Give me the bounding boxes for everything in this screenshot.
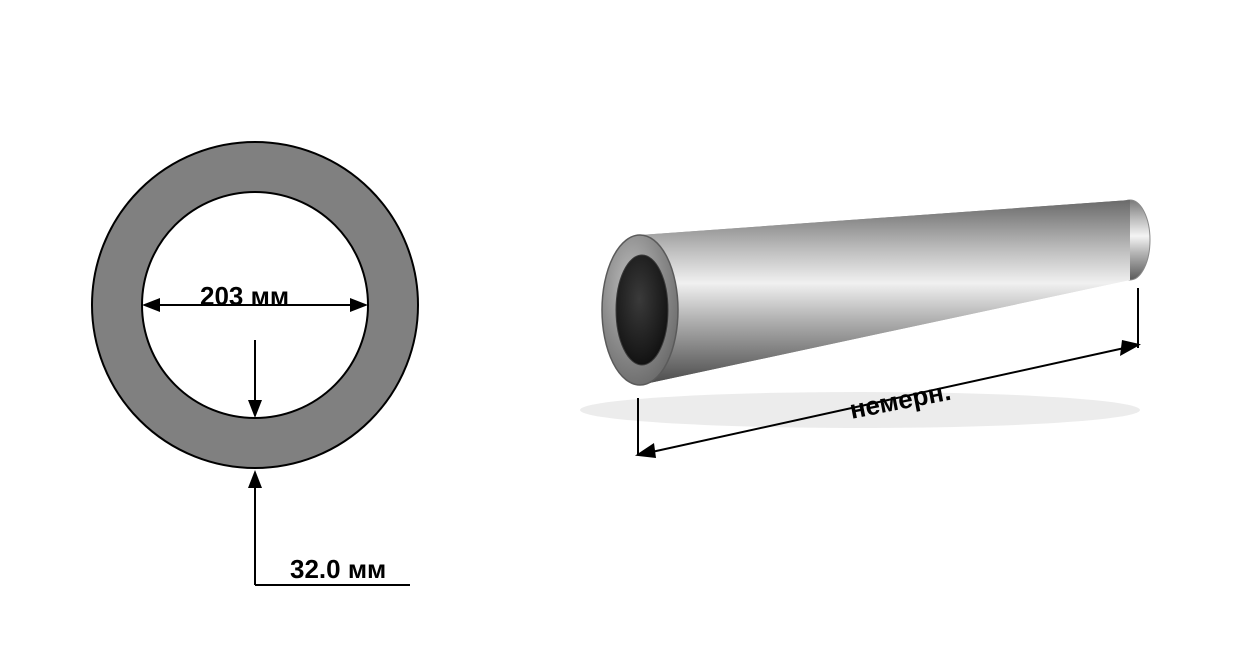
pipe-3d-render: [560, 160, 1200, 525]
thickness-label: 32.0 мм: [290, 554, 386, 585]
diagram-container: 203 мм 32.0 мм: [0, 0, 1240, 660]
pipe-icon: [560, 160, 1200, 520]
ring-icon: [90, 140, 490, 610]
diameter-label: 203 мм: [200, 281, 289, 312]
